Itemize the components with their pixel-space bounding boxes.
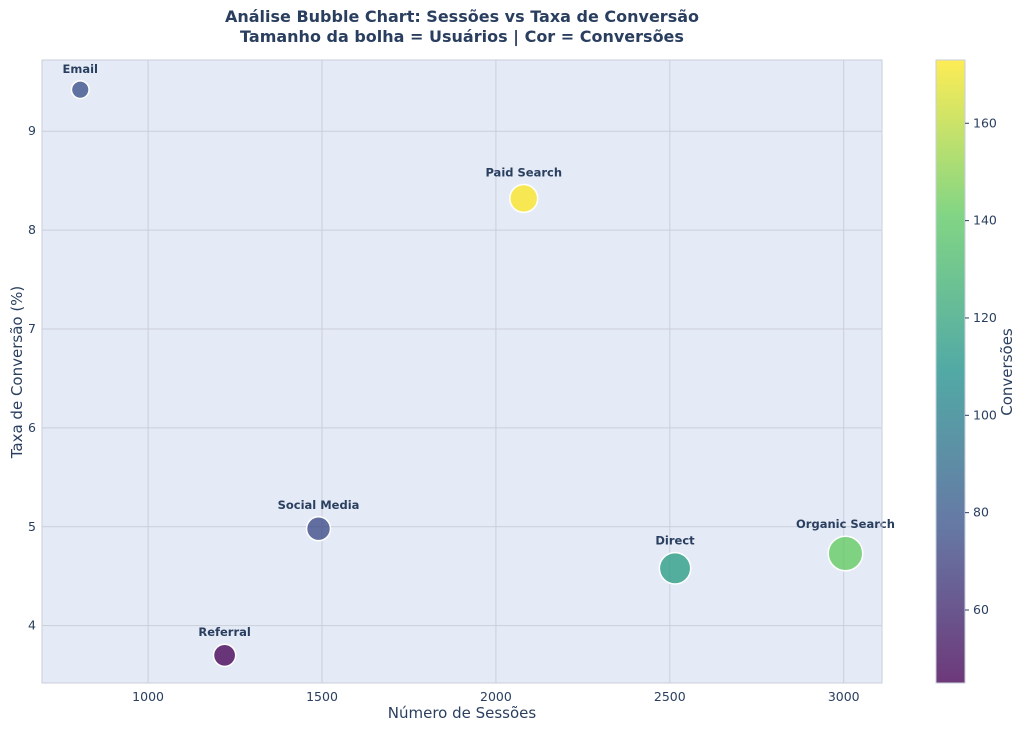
colorbar-tick-label: 160 xyxy=(973,115,997,130)
plot-area xyxy=(42,60,882,683)
bubble-label: Social Media xyxy=(278,498,360,512)
chart-subtitle: Tamanho da bolha = Usuários | Cor = Conv… xyxy=(240,27,684,47)
y-tick-label: 6 xyxy=(28,420,36,435)
bubble xyxy=(658,551,692,585)
y-tick-label: 7 xyxy=(28,321,36,336)
colorbar-tick-label: 60 xyxy=(973,602,989,617)
bubble-label: Email xyxy=(63,62,98,76)
colorbar-label: Conversões xyxy=(998,328,1016,416)
colorbar-ticks: 60 80 100 120 140 160 xyxy=(965,115,997,617)
grid xyxy=(42,60,882,683)
bubbles: Email Paid Search Social Media Referral Dire… xyxy=(63,62,895,668)
y-tick-label: 8 xyxy=(28,222,36,237)
bubble-label: Organic Search xyxy=(796,517,895,531)
plot-border xyxy=(41,59,883,684)
bubble xyxy=(827,535,864,572)
colorbar-tick-label: 140 xyxy=(973,213,997,228)
bubble-label: Paid Search xyxy=(485,166,562,180)
bubble-label: Direct xyxy=(655,534,695,548)
x-tick-label: 2000 xyxy=(480,689,512,704)
bubble xyxy=(305,516,332,542)
bubble xyxy=(212,643,237,668)
bubble xyxy=(70,80,90,100)
axis-ticks: 1000 1500 2000 2500 3000 4 5 6 7 8 9 xyxy=(28,123,860,704)
y-tick-label: 9 xyxy=(28,123,36,138)
x-tick-label: 1000 xyxy=(132,689,164,704)
x-tick-label: 3000 xyxy=(828,689,860,704)
y-tick-label: 4 xyxy=(28,618,36,633)
y-axis-label: Taxa de Conversão (%) xyxy=(8,286,26,460)
x-tick-label: 2500 xyxy=(654,689,686,704)
bubble-label: Referral xyxy=(198,625,251,639)
colorbar xyxy=(935,59,966,684)
x-axis-label: Número de Sessões xyxy=(388,704,537,722)
colorbar-tick-label: 100 xyxy=(973,407,997,422)
chart-title: Análise Bubble Chart: Sessões vs Taxa de… xyxy=(225,7,699,26)
x-tick-label: 1500 xyxy=(306,689,338,704)
bubble xyxy=(509,183,539,214)
colorbar-tick-label: 120 xyxy=(973,310,997,325)
colorbar-tick-label: 80 xyxy=(973,505,989,520)
y-tick-label: 5 xyxy=(28,519,36,534)
